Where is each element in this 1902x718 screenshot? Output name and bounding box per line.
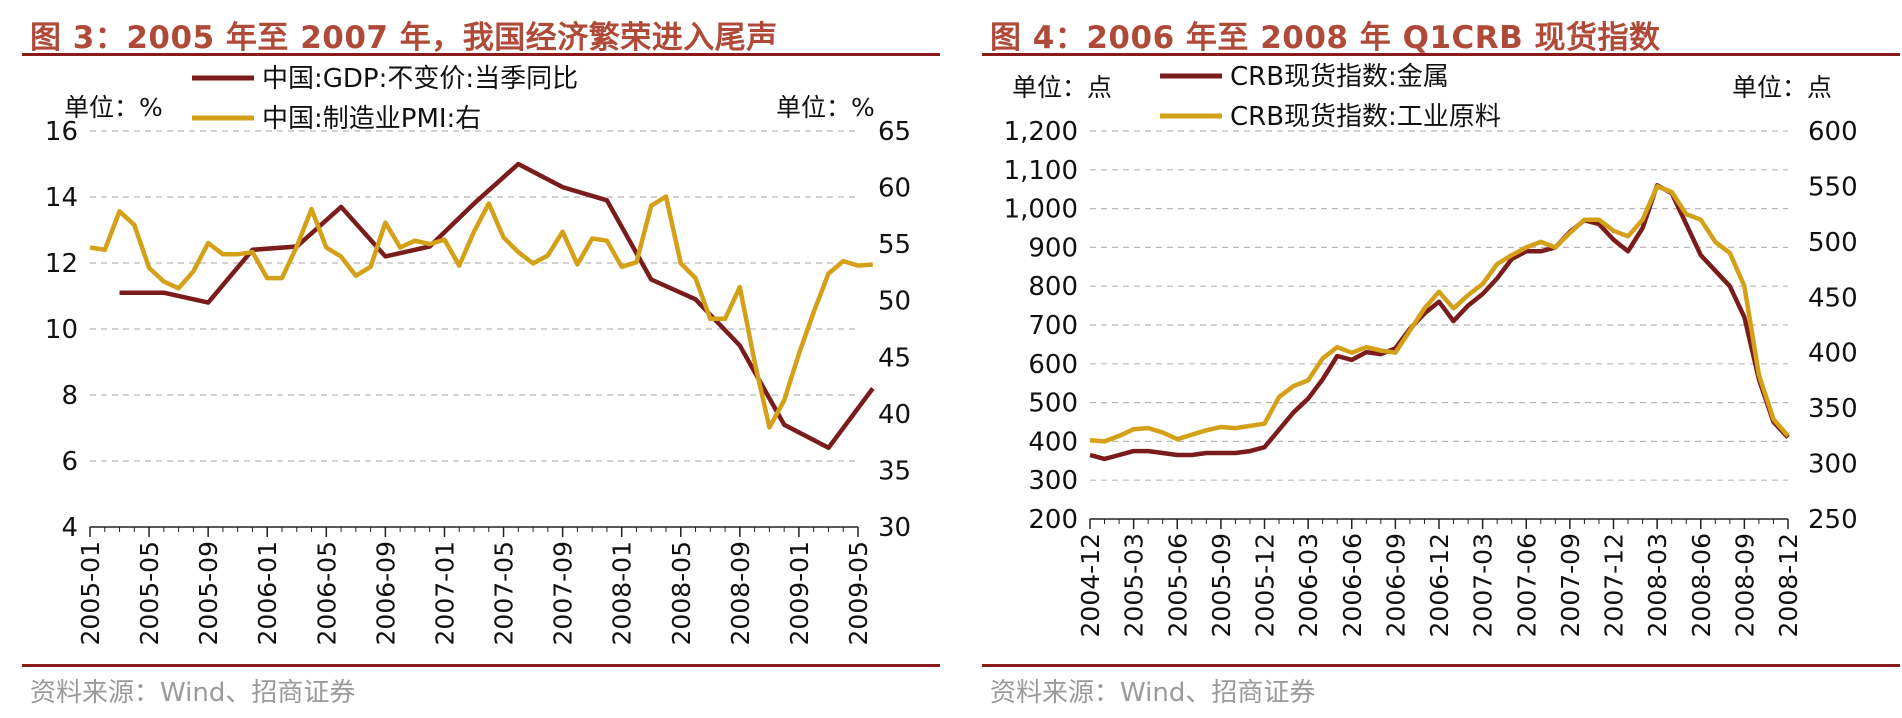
x-tick-label: 2007-09 xyxy=(549,541,578,645)
x-tick-label: 2007-03 xyxy=(1469,533,1498,637)
legend-label-pmi: 中国:制造业PMI:右 xyxy=(262,104,481,134)
y-tick-label-left: 800 xyxy=(1028,272,1078,302)
source-rule xyxy=(22,664,940,667)
series-line-raw xyxy=(1089,184,1790,444)
x-tick-label: 2007-06 xyxy=(1512,533,1541,637)
y-tick-label-right: 250 xyxy=(1808,505,1858,535)
x-tick-label: 2006-12 xyxy=(1425,533,1454,637)
x-tick-label: 2008-03 xyxy=(1643,533,1672,637)
series-line-pmi xyxy=(89,194,873,430)
title-rule xyxy=(22,53,940,56)
y-tick-label-left: 900 xyxy=(1028,233,1078,263)
x-tick-label: 2009-01 xyxy=(785,541,814,645)
figure-3-source: 资料来源：Wind、招商证券 xyxy=(30,678,356,708)
source-rule xyxy=(982,664,1900,667)
y-tick-label-left: 400 xyxy=(1028,427,1078,457)
y-tick-label-right: 30 xyxy=(878,513,911,543)
y-tick-label-right: 50 xyxy=(878,287,911,317)
x-tick-label: 2006-09 xyxy=(1381,533,1410,637)
y-tick-label-right: 55 xyxy=(878,230,911,260)
x-tick-label: 2005-03 xyxy=(1120,533,1149,637)
legend-label-metals: CRB现货指数:金属 xyxy=(1230,62,1449,92)
y-tick-label-right: 550 xyxy=(1808,172,1858,202)
y-tick-label-left: 300 xyxy=(1028,466,1078,496)
y-tick-label-left: 600 xyxy=(1028,350,1078,380)
y-tick-label-right: 300 xyxy=(1808,450,1858,480)
y-tick-label-right: 65 xyxy=(878,117,911,147)
unit-label-right: 单位：点 xyxy=(1732,73,1832,102)
series-line-metals xyxy=(1089,183,1790,462)
y-tick-label-right: 600 xyxy=(1808,117,1858,147)
y-tick-label-left: 6 xyxy=(61,447,78,477)
x-tick-label: 2006-05 xyxy=(312,541,341,645)
x-tick-label: 2005-09 xyxy=(194,541,223,645)
y-tick-label-left: 1,200 xyxy=(1004,117,1078,147)
x-tick-label: 2006-03 xyxy=(1294,533,1323,637)
y-tick-label-left: 16 xyxy=(45,117,78,147)
y-tick-label-left: 14 xyxy=(45,183,78,213)
x-tick-label: 2005-12 xyxy=(1251,533,1280,637)
y-tick-label-left: 8 xyxy=(61,381,78,411)
x-tick-label: 2008-01 xyxy=(608,541,637,645)
x-tick-label: 2005-05 xyxy=(135,541,164,645)
y-tick-label-left: 12 xyxy=(45,249,78,279)
x-tick-label: 2005-09 xyxy=(1207,533,1236,637)
y-tick-label-right: 35 xyxy=(878,456,911,486)
y-tick-label-right: 45 xyxy=(878,343,911,373)
x-tick-label: 2007-01 xyxy=(430,541,459,645)
y-tick-label-left: 1,100 xyxy=(1004,156,1078,186)
x-tick-label: 2007-09 xyxy=(1556,533,1585,637)
x-tick-label: 2005-01 xyxy=(76,541,105,645)
unit-label-left: 单位：% xyxy=(64,93,163,122)
y-tick-label-left: 200 xyxy=(1028,505,1078,535)
figure-4-title: 图 4：2006 年至 2008 年 Q1CRB 现货指数 xyxy=(990,20,1661,56)
figure-4-source: 资料来源：Wind、招商证券 xyxy=(990,678,1316,708)
title-rule xyxy=(982,53,1900,56)
y-tick-label-left: 4 xyxy=(61,513,78,543)
x-tick-label: 2007-05 xyxy=(490,541,519,645)
y-tick-label-right: 400 xyxy=(1808,339,1858,369)
x-tick-label: 2008-09 xyxy=(726,541,755,645)
legend-label-raw: CRB现货指数:工业原料 xyxy=(1230,102,1501,132)
series-line-gdp xyxy=(119,161,875,451)
y-tick-label-right: 350 xyxy=(1808,394,1858,424)
x-tick-label: 2006-09 xyxy=(371,541,400,645)
y-tick-label-right: 40 xyxy=(878,400,911,430)
legend-label-gdp: 中国:GDP:不变价:当季同比 xyxy=(262,64,578,94)
x-tick-label: 2008-06 xyxy=(1687,533,1716,637)
x-tick-label: 2004-12 xyxy=(1076,533,1105,637)
x-tick-label: 2005-06 xyxy=(1163,533,1192,637)
x-tick-label: 2009-05 xyxy=(844,541,873,645)
x-tick-label: 2006-01 xyxy=(253,541,282,645)
y-tick-label-left: 1,000 xyxy=(1004,195,1078,225)
y-tick-label-left: 700 xyxy=(1028,311,1078,341)
figure-3-panel: 图 3：2005 年至 2007 年，我国经济繁荣进入尾声 4 6 8 10 12 14 1… xyxy=(22,0,962,718)
unit-label-right: 单位：% xyxy=(776,93,875,122)
y-tick-label-right: 450 xyxy=(1808,283,1858,313)
x-tick-label: 2008-05 xyxy=(667,541,696,645)
figure-3-title: 图 3：2005 年至 2007 年，我国经济繁荣进入尾声 xyxy=(30,20,778,56)
figure-4-chart: 200 300 400 500 600 700 800 900 1,000 1,100 1,200 2… xyxy=(1004,62,1858,637)
figure-3-chart: 4 6 8 10 12 14 16 30 35 40 45 50 55 60 65 2005-01 2005-0… xyxy=(45,64,911,645)
unit-label-left: 单位：点 xyxy=(1012,73,1112,102)
x-tick-label: 2006-06 xyxy=(1338,533,1367,637)
y-tick-label-right: 60 xyxy=(878,174,911,204)
x-tick-label: 2008-12 xyxy=(1774,533,1803,637)
y-tick-label-left: 10 xyxy=(45,315,78,345)
x-tick-label: 2008-09 xyxy=(1730,533,1759,637)
figure-4-panel: 图 4：2006 年至 2008 年 Q1CRB 现货指数 200 300 400 5… xyxy=(982,0,1902,718)
x-tick-label: 2007-12 xyxy=(1600,533,1629,637)
y-tick-label-left: 500 xyxy=(1028,389,1078,419)
y-tick-label-right: 500 xyxy=(1808,228,1858,258)
